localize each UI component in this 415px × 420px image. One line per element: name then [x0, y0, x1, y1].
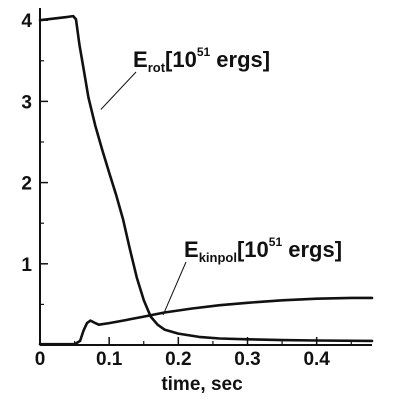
annotation-erot: Erot[1051 ergs] — [133, 45, 270, 75]
annotation-ekinpol-units: ergs] — [282, 237, 342, 262]
annotation-erot-units: ergs] — [210, 47, 270, 72]
annotation-ekinpol-base: E — [184, 237, 199, 262]
annotation-erot-bracket: [10 — [165, 47, 197, 72]
x-axis-title: time, sec — [161, 374, 243, 395]
y-tick-label: 4 — [21, 11, 32, 32]
x-tick-label: 0.4 — [303, 349, 330, 370]
x-tick-label: 0.1 — [96, 349, 123, 370]
series-line-ekinpol — [38, 296, 374, 346]
series-layer — [38, 14, 374, 346]
series-line-erot — [38, 14, 374, 343]
x-tick-label: 0 — [35, 349, 46, 370]
annotation-pointer-ekinpol — [162, 261, 187, 316]
annotation-ekinpol-sup: 51 — [269, 235, 283, 249]
x-tick-label: 0.3 — [234, 349, 260, 370]
annotation-ekinpol: Ekinpol[1051 ergs] — [184, 235, 342, 265]
annotation-erot-sub: rot — [148, 60, 166, 75]
annotation-ekinpol-bracket: [10 — [237, 237, 269, 262]
annotation-erot-sup: 51 — [197, 45, 211, 59]
y-tick-label: 3 — [21, 92, 32, 113]
y-tick-label: 1 — [21, 255, 32, 276]
annotation-pointers — [100, 71, 187, 316]
annotation-ekinpol-sub: kinpol — [199, 250, 237, 265]
annotation-erot-base: E — [133, 47, 148, 72]
x-tick-label: 0.2 — [165, 349, 191, 370]
y-tick-label: 2 — [21, 174, 32, 195]
annotation-pointer-erot — [100, 71, 137, 110]
